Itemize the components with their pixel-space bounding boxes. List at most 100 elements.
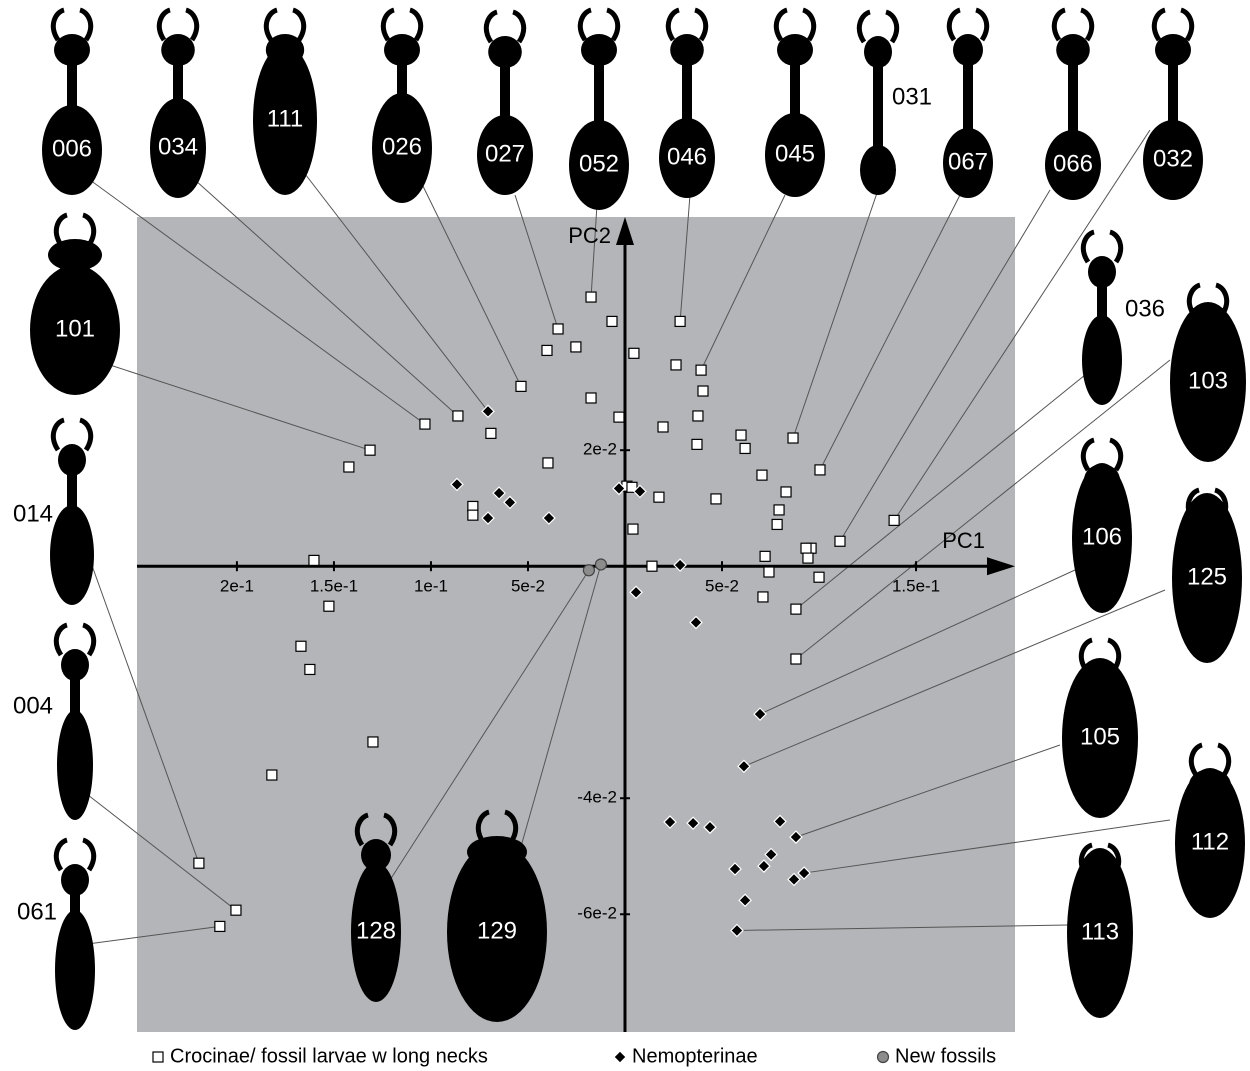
specimen-label: 066 <box>1053 150 1093 177</box>
head <box>161 34 195 66</box>
point <box>674 315 686 328</box>
mandibles <box>773 7 817 42</box>
specimen-label: 014 <box>13 500 53 527</box>
head <box>670 34 704 66</box>
leader-line <box>839 189 1051 542</box>
specimen: 129 <box>447 809 547 1022</box>
mandibles <box>1080 437 1124 472</box>
leader-line <box>792 189 879 439</box>
point <box>481 404 495 419</box>
point <box>585 291 597 303</box>
point <box>542 457 554 469</box>
legend-marker <box>876 1050 890 1064</box>
specimen: 112 <box>1175 742 1245 918</box>
leader-line <box>389 569 590 881</box>
neck <box>873 62 883 150</box>
specimen: 036 <box>1080 229 1165 405</box>
abdomen <box>765 113 825 197</box>
leader-line <box>736 924 1069 931</box>
leader-line <box>89 559 200 864</box>
x-tick-label: 1e-1 <box>414 577 448 596</box>
legend-label: Crocinae/ fossil larvae w long necks <box>170 1045 488 1067</box>
specimen: 027 <box>477 9 533 195</box>
abdomen <box>1172 493 1242 663</box>
y-axis-label: PC2 <box>568 223 611 248</box>
mandibles <box>483 9 527 44</box>
leader-line <box>194 179 459 417</box>
point <box>800 542 812 554</box>
point <box>773 504 785 516</box>
head <box>1155 34 1191 66</box>
leader-line <box>679 194 691 322</box>
leader-line <box>819 194 961 471</box>
leader-line <box>89 179 426 425</box>
point <box>657 421 669 433</box>
neck <box>682 60 692 123</box>
point <box>739 442 751 455</box>
point <box>787 432 799 444</box>
x-tick-label: 1.5e-1 <box>310 577 358 596</box>
mandibles <box>665 7 709 42</box>
leader-line <box>519 564 602 851</box>
specimen: 061 <box>17 837 97 1030</box>
abdomen <box>57 710 93 820</box>
point <box>670 359 682 371</box>
leader-line <box>79 925 220 946</box>
mandibles <box>1151 7 1195 42</box>
head <box>58 444 86 476</box>
point <box>663 815 677 829</box>
point <box>759 550 771 562</box>
head <box>581 34 617 66</box>
specimen-label: 103 <box>1188 367 1228 394</box>
mandibles <box>380 7 424 42</box>
point <box>343 461 355 473</box>
abdomen <box>569 120 629 210</box>
neck <box>397 60 407 98</box>
point <box>697 385 709 397</box>
specimen: 105 <box>1062 637 1138 818</box>
leader-line <box>743 589 1166 767</box>
x-tick-label: 2e-1 <box>220 577 254 596</box>
point <box>780 486 792 498</box>
specimen: 032 <box>1143 7 1203 200</box>
mandibles <box>354 812 398 847</box>
mandibles <box>946 7 990 42</box>
point <box>570 341 582 353</box>
point <box>304 663 316 676</box>
specimen-label: 026 <box>382 133 422 160</box>
point <box>692 410 704 422</box>
abdomen <box>1170 302 1246 462</box>
y-axis-arrow <box>615 217 634 245</box>
x-tick-label: 1.5e-1 <box>892 577 940 596</box>
specimen-label: 006 <box>52 135 92 162</box>
head <box>61 864 89 896</box>
specimen: 128 <box>351 812 401 1002</box>
specimen-label: 067 <box>948 148 988 175</box>
point <box>323 600 335 612</box>
abdomen <box>659 118 715 198</box>
legend-marker <box>152 1051 164 1063</box>
specimen: 046 <box>659 7 715 198</box>
point <box>689 615 703 630</box>
abdomen <box>253 45 317 195</box>
plot-area <box>137 217 1015 1032</box>
point <box>467 509 479 521</box>
point <box>773 814 787 829</box>
point <box>452 410 464 422</box>
point <box>737 759 751 774</box>
specimen-label: 105 <box>1080 723 1120 750</box>
specimen-label: 113 <box>1081 918 1119 945</box>
specimen-label: 034 <box>158 133 198 160</box>
specimen: 103 <box>1170 282 1246 462</box>
leader-line <box>795 359 1171 660</box>
point <box>364 444 376 456</box>
abdomen <box>42 105 102 195</box>
point <box>629 585 643 600</box>
specimen-label: 031 <box>892 83 932 110</box>
point <box>585 392 597 404</box>
x-tick-label: 5e-2 <box>511 577 545 596</box>
head <box>777 34 813 66</box>
abdomen <box>477 115 533 195</box>
specimen: 067 <box>943 7 993 198</box>
